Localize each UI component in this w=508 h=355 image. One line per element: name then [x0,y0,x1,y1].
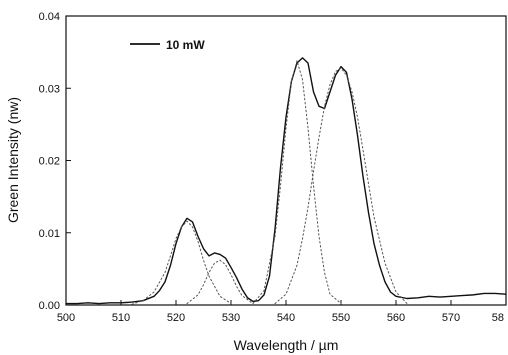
x-tick-label: 58 [492,312,504,324]
y-tick-label: 0.04 [39,11,60,23]
x-tick-label: 520 [167,312,185,324]
x-axis-label: Wavelength / µm [234,337,339,353]
y-tick-label: 0.01 [39,228,60,240]
legend-label: 10 mW [166,38,205,52]
x-tick-label: 540 [277,312,295,324]
x-tick-label: 550 [332,312,350,324]
x-tick-label: 570 [442,312,460,324]
y-tick-label: 0.00 [39,300,60,312]
fit-series-3 [252,60,342,305]
y-axis-ticks: 0.00 0.01 0.02 0.03 0.04 [39,11,71,312]
x-tick-label: 510 [112,312,130,324]
y-tick-label: 0.02 [39,156,60,168]
x-tick-label: 530 [222,312,240,324]
x-tick-label: 500 [57,312,75,324]
y-axis-label: Green Intensity (nw) [5,97,21,223]
fit-series-2 [186,259,254,305]
fit-series-1 [131,220,232,305]
legend: 10 mW [130,38,205,52]
plot-frame [65,15,507,306]
fit-series-4 [274,67,408,305]
x-tick-label: 560 [387,312,405,324]
series-line-10-mw [65,57,507,305]
series-layer [65,57,507,305]
x-axis-ticks: 500 510 520 530 540 550 560 570 58 [57,300,507,324]
y-tick-label: 0.03 [39,83,60,95]
